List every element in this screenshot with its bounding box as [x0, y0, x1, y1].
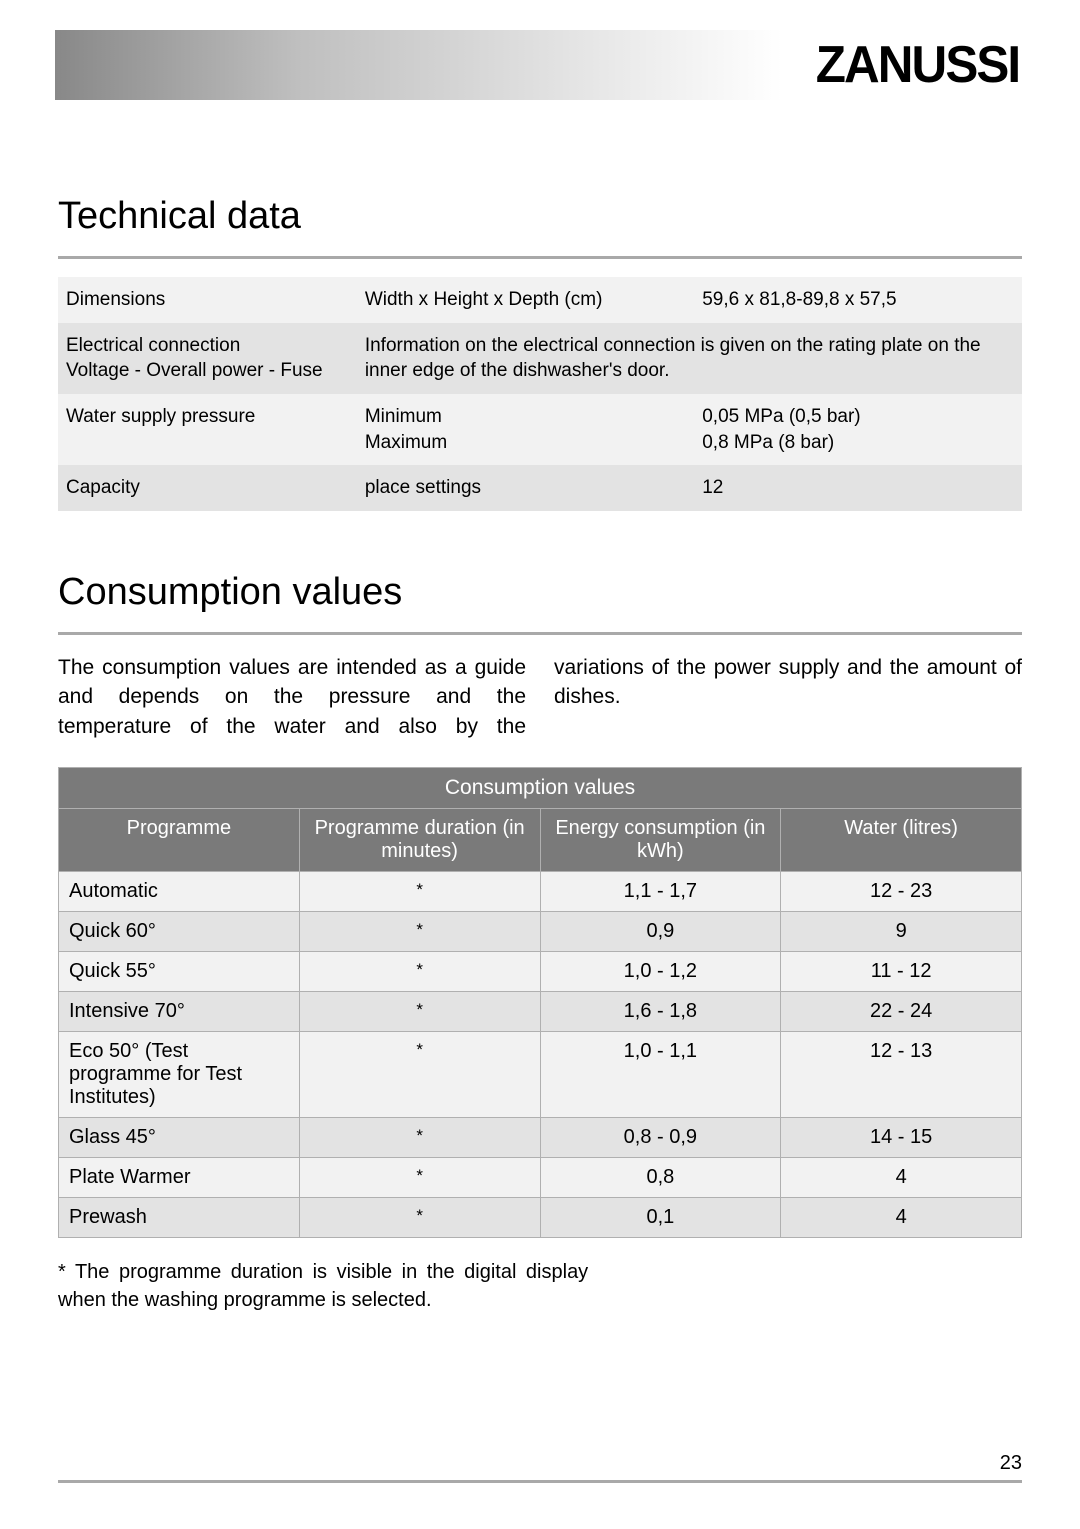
cons-cell: 1,6 - 1,8 [540, 992, 781, 1032]
table-row: Capacityplace settings12 [58, 465, 1022, 511]
cons-cell: * [299, 1118, 540, 1158]
tech-cell-label: Dimensions [58, 277, 357, 323]
cons-cell: * [299, 1158, 540, 1198]
col-header-water: Water (litres) [781, 809, 1022, 872]
page-footer: 23 [58, 1480, 1022, 1483]
table-row: Glass 45°*0,8 - 0,914 - 15 [59, 1118, 1022, 1158]
tech-cell-value: 12 [694, 465, 1022, 511]
cons-cell: Quick 55° [59, 952, 300, 992]
table-row: Automatic*1,1 - 1,712 - 23 [59, 872, 1022, 912]
tech-cell-sublabel: place settings [357, 465, 694, 511]
cons-cell: 4 [781, 1198, 1022, 1238]
tech-cell-sublabel: Width x Height x Depth (cm) [357, 277, 694, 323]
table-row: Eco 50° (Test programme for Test Institu… [59, 1032, 1022, 1118]
cons-cell: * [299, 872, 540, 912]
cons-cell: 12 - 13 [781, 1032, 1022, 1118]
cons-cell: * [299, 1032, 540, 1118]
cons-cell: 11 - 12 [781, 952, 1022, 992]
tech-cell-label: Capacity [58, 465, 357, 511]
cons-cell: 0,1 [540, 1198, 781, 1238]
col-header-programme: Programme [59, 809, 300, 872]
technical-data-table: DimensionsWidth x Height x Depth (cm)59,… [58, 277, 1022, 511]
table-row: Prewash*0,14 [59, 1198, 1022, 1238]
cons-cell: 14 - 15 [781, 1118, 1022, 1158]
cons-cell: 0,8 [540, 1158, 781, 1198]
section-rule [58, 256, 1022, 259]
table-row: Water supply pressureMinimumMaximum0,05 … [58, 394, 1022, 465]
table-row: Intensive 70°*1,6 - 1,822 - 24 [59, 992, 1022, 1032]
table-row: Electrical connectionVoltage - Overall p… [58, 323, 1022, 394]
tech-cell-value: Information on the electrical connection… [357, 323, 1022, 394]
cons-cell: * [299, 912, 540, 952]
cons-cell: Intensive 70° [59, 992, 300, 1032]
consumption-values-title: Consumption values [58, 571, 1022, 614]
page: ZANUSSI Technical data DimensionsWidth x… [0, 0, 1080, 1529]
footer-rule [58, 1480, 1022, 1483]
consumption-intro: The consumption values are intended as a… [58, 653, 1022, 741]
brand-logo: ZANUSSI [815, 35, 1019, 95]
cons-cell: 1,0 - 1,2 [540, 952, 781, 992]
cons-cell: * [299, 952, 540, 992]
cons-cell: * [299, 992, 540, 1032]
table-row: DimensionsWidth x Height x Depth (cm)59,… [58, 277, 1022, 323]
cons-cell: 9 [781, 912, 1022, 952]
cons-cell: 1,0 - 1,1 [540, 1032, 781, 1118]
table-row: Plate Warmer*0,84 [59, 1158, 1022, 1198]
cons-cell: Quick 60° [59, 912, 300, 952]
cons-cell: 0,8 - 0,9 [540, 1118, 781, 1158]
page-number: 23 [1000, 1452, 1022, 1475]
technical-data-title: Technical data [58, 195, 1022, 238]
cons-cell: Prewash [59, 1198, 300, 1238]
cons-cell: Automatic [59, 872, 300, 912]
cons-cell: Glass 45° [59, 1118, 300, 1158]
cons-cell: 4 [781, 1158, 1022, 1198]
col-header-energy: Energy consumption (in kWh) [540, 809, 781, 872]
table-row: Quick 60°*0,99 [59, 912, 1022, 952]
col-header-duration: Programme duration (in minutes) [299, 809, 540, 872]
consumption-footnote: * The programme duration is visible in t… [58, 1258, 588, 1314]
tech-cell-value: 0,05 MPa (0,5 bar)0,8 MPa (8 bar) [694, 394, 1022, 465]
section-rule [58, 632, 1022, 635]
consumption-table-caption: Consumption values [59, 768, 1022, 809]
cons-cell: 0,9 [540, 912, 781, 952]
cons-cell: Eco 50° (Test programme for Test Institu… [59, 1032, 300, 1118]
tech-cell-label: Electrical connectionVoltage - Overall p… [58, 323, 357, 394]
tech-cell-label: Water supply pressure [58, 394, 357, 465]
cons-cell: 1,1 - 1,7 [540, 872, 781, 912]
cons-cell: 22 - 24 [781, 992, 1022, 1032]
content-area: Technical data DimensionsWidth x Height … [58, 195, 1022, 1314]
tech-cell-value: 59,6 x 81,8-89,8 x 57,5 [694, 277, 1022, 323]
cons-cell: 12 - 23 [781, 872, 1022, 912]
cons-cell: * [299, 1198, 540, 1238]
header-band: ZANUSSI [55, 30, 1025, 100]
cons-cell: Plate Warmer [59, 1158, 300, 1198]
consumption-table: Consumption values Programme Programme d… [58, 767, 1022, 1238]
table-row: Quick 55°*1,0 - 1,211 - 12 [59, 952, 1022, 992]
tech-cell-sublabel: MinimumMaximum [357, 394, 694, 465]
